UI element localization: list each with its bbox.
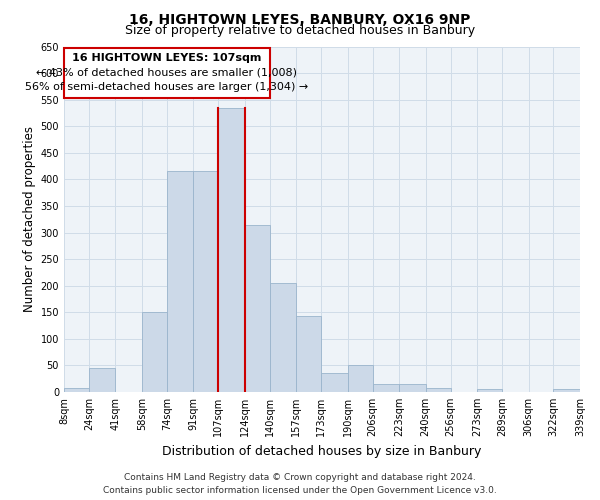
Bar: [218, 108, 245, 392]
Bar: [270, 283, 296, 392]
Bar: [167, 172, 193, 392]
Y-axis label: Number of detached properties: Number of detached properties: [23, 126, 36, 312]
Bar: [321, 374, 347, 392]
Bar: [553, 390, 580, 392]
Bar: [142, 312, 167, 392]
X-axis label: Distribution of detached houses by size in Banbury: Distribution of detached houses by size …: [162, 444, 482, 458]
Text: 56% of semi-detached houses are larger (1,304) →: 56% of semi-detached houses are larger (…: [25, 82, 308, 92]
Text: Size of property relative to detached houses in Banbury: Size of property relative to detached ho…: [125, 24, 475, 37]
Bar: [399, 384, 425, 392]
Bar: [477, 390, 502, 392]
Text: Contains HM Land Registry data © Crown copyright and database right 2024.
Contai: Contains HM Land Registry data © Crown c…: [103, 474, 497, 495]
FancyBboxPatch shape: [64, 48, 270, 98]
Bar: [245, 224, 270, 392]
Text: ← 43% of detached houses are smaller (1,008): ← 43% of detached houses are smaller (1,…: [37, 67, 298, 77]
Bar: [296, 316, 321, 392]
Bar: [89, 368, 115, 392]
Bar: [193, 172, 218, 392]
Bar: [373, 384, 399, 392]
Bar: [64, 388, 89, 392]
Text: 16 HIGHTOWN LEYES: 107sqm: 16 HIGHTOWN LEYES: 107sqm: [72, 53, 262, 63]
Bar: [425, 388, 451, 392]
Text: 16, HIGHTOWN LEYES, BANBURY, OX16 9NP: 16, HIGHTOWN LEYES, BANBURY, OX16 9NP: [130, 12, 470, 26]
Bar: [347, 366, 373, 392]
